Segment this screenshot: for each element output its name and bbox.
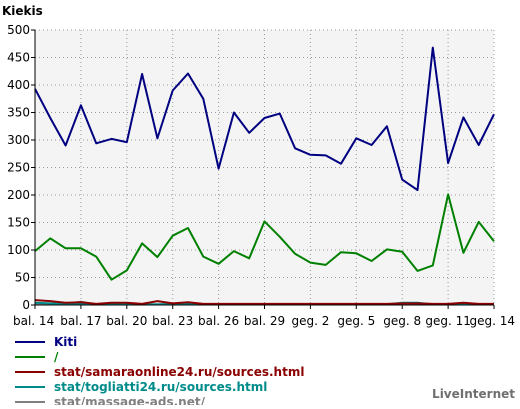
y-tick-label-4: 200 — [7, 188, 30, 202]
x-tick-label-2: bal. 20 — [106, 314, 147, 328]
series-line-0 — [34, 46, 495, 192]
grid — [34, 29, 495, 305]
series-line-1 — [34, 193, 495, 281]
x-tick-label-3: bal. 23 — [152, 314, 193, 328]
legend: Kiti/stat/samaraonline24.ru/sources.html… — [15, 335, 304, 409]
y-tick-label-10: 500 — [7, 23, 30, 37]
x-tick-label-1: bal. 17 — [60, 314, 101, 328]
y-axis-ticks: 0 50 100 150 200 250 300 350 400 450 500 — [7, 23, 35, 312]
legend-label-2: stat/samaraonline24.ru/sources.html — [54, 365, 304, 379]
x-tick-label-5: bal. 29 — [244, 314, 285, 328]
legend-label-1: / — [54, 350, 59, 364]
y-tick-label-1: 50 — [15, 271, 30, 285]
y-tick-label-6: 300 — [7, 133, 30, 147]
y-tick-label-9: 450 — [7, 51, 30, 65]
x-axis-ticks: bal. 14 bal. 17 bal. 20 bal. 23 bal. 26 bal. … — [13, 305, 515, 328]
legend-label-3: stat/togliatti24.ru/sources.html — [54, 380, 267, 394]
x-tick-label-7: geg. 5 — [337, 314, 375, 328]
y-tick-label-5: 250 — [7, 161, 30, 175]
x-tick-label-10: geg. 14 — [469, 314, 515, 328]
y-tick-label-0: 0 — [22, 298, 30, 312]
x-tick-label-8: geg. 8 — [383, 314, 421, 328]
x-tick-label-9: geg. 11 — [425, 314, 471, 328]
legend-label-4: stat/massage-ads.net/ — [54, 395, 206, 405]
series-lines — [34, 46, 495, 306]
y-tick-label-8: 400 — [7, 78, 30, 92]
x-tick-label-6: geg. 2 — [291, 314, 329, 328]
x-tick-label-0: bal. 14 — [13, 314, 54, 328]
series-line-2 — [34, 299, 494, 305]
y-tick-label-7: 350 — [7, 106, 30, 120]
y-tick-label-3: 150 — [7, 216, 30, 230]
legend-label-0: Kiti — [54, 335, 77, 349]
x-tick-label-4: bal. 26 — [198, 314, 239, 328]
credit-text: LiveInternet — [432, 387, 515, 401]
y-tick-label-2: 100 — [7, 243, 30, 257]
chart-title: Kiekis — [2, 4, 43, 18]
